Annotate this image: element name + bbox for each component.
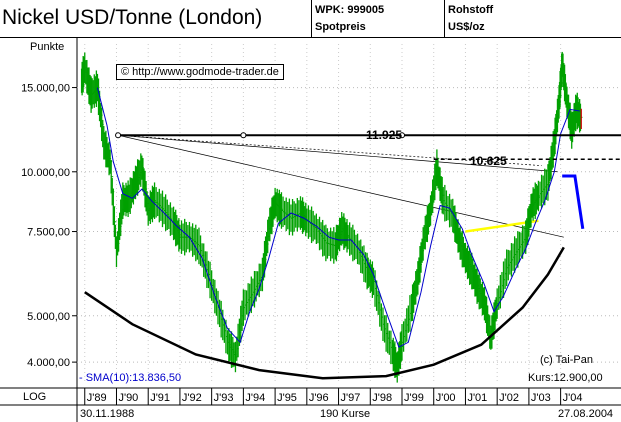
level-label-10625: 10.625 (470, 154, 507, 168)
projection-line (562, 174, 585, 230)
y-tick-label: 5.000,00 (27, 311, 70, 323)
projection-polyline (562, 174, 585, 230)
category-box: Rohstoff US$/oz (445, 0, 621, 38)
x-tick-label: J'99 (404, 392, 424, 404)
x-tick-label: J'04 (563, 392, 583, 404)
level-marker (240, 132, 247, 139)
fan-line (118, 134, 542, 166)
y-tick-label: 7.500,00 (27, 227, 70, 239)
x-tick-label: J'94 (245, 392, 265, 404)
x-tick-label: J'98 (372, 392, 392, 404)
level-label-11925: 11.925 (366, 128, 403, 142)
y-tick-label: 4.000,00 (27, 357, 70, 369)
y-axis-ticks: 15.000,00 10.000,00 7.500,00 5.000,00 4.000,… (21, 83, 77, 369)
unit-label: US$/oz (448, 21, 485, 33)
sma-polyline (96, 87, 580, 348)
scale-label: LOG (23, 391, 47, 403)
x-tick-label: J'93 (214, 392, 234, 404)
x-tick-label: J'91 (150, 392, 170, 404)
category-label: Rohstoff (448, 4, 494, 16)
level-marker (399, 132, 405, 139)
resistance-levels (115, 132, 621, 160)
sma-legend: - SMA(10):13.836,50 (79, 372, 182, 384)
x-tick-label: J'01 (467, 392, 487, 404)
x-tick-label: J'90 (118, 392, 138, 404)
end-date: 27.08.2004 (558, 408, 614, 420)
x-tick-label: J'97 (341, 392, 361, 404)
plot-frame (0, 38, 621, 422)
support-curve (84, 246, 565, 380)
quote-count: 190 Kurse (320, 408, 371, 420)
x-tick-label: J'89 (87, 392, 107, 404)
last-price: Kurs:12.900,00 (528, 372, 603, 384)
x-axis-ticks: J'89 J'90 J'91 J'92 J'93 J'94 J'95 J'96 J'97 J'98… (84, 388, 583, 405)
taipan-credit: (c) Tai-Pan (540, 354, 593, 366)
fan-line (117, 134, 564, 238)
level-marker (115, 132, 122, 139)
chart-title: Nickel USD/Tonne (London) (0, 0, 312, 38)
x-tick-label: J'92 (182, 392, 202, 404)
y-tick-label: 10.000,00 (21, 167, 70, 179)
start-date: 30.11.1988 (80, 408, 135, 420)
wpk-sublabel: Spotpreis (315, 21, 366, 33)
fan-line (118, 134, 558, 173)
y-axis-title: Punkte (30, 41, 65, 53)
price-bars (80, 51, 583, 383)
x-tick-label: J'95 (277, 392, 297, 404)
x-tick-label: J'03 (531, 392, 551, 404)
copyright-box: © http://www.godmode-trader.de (116, 64, 284, 80)
x-tick-label: J'96 (309, 392, 329, 404)
wpk-box: WPK: 999005 Spotpreis (312, 0, 445, 38)
x-tick-label: J'00 (436, 392, 456, 404)
sma-line (96, 87, 580, 348)
y-tick-label: 15.000,00 (21, 83, 70, 95)
x-tick-label: J'02 (499, 392, 519, 404)
support-polyline (84, 246, 565, 380)
grid-lines (77, 44, 621, 384)
wpk-label: WPK: 999005 (315, 4, 385, 16)
